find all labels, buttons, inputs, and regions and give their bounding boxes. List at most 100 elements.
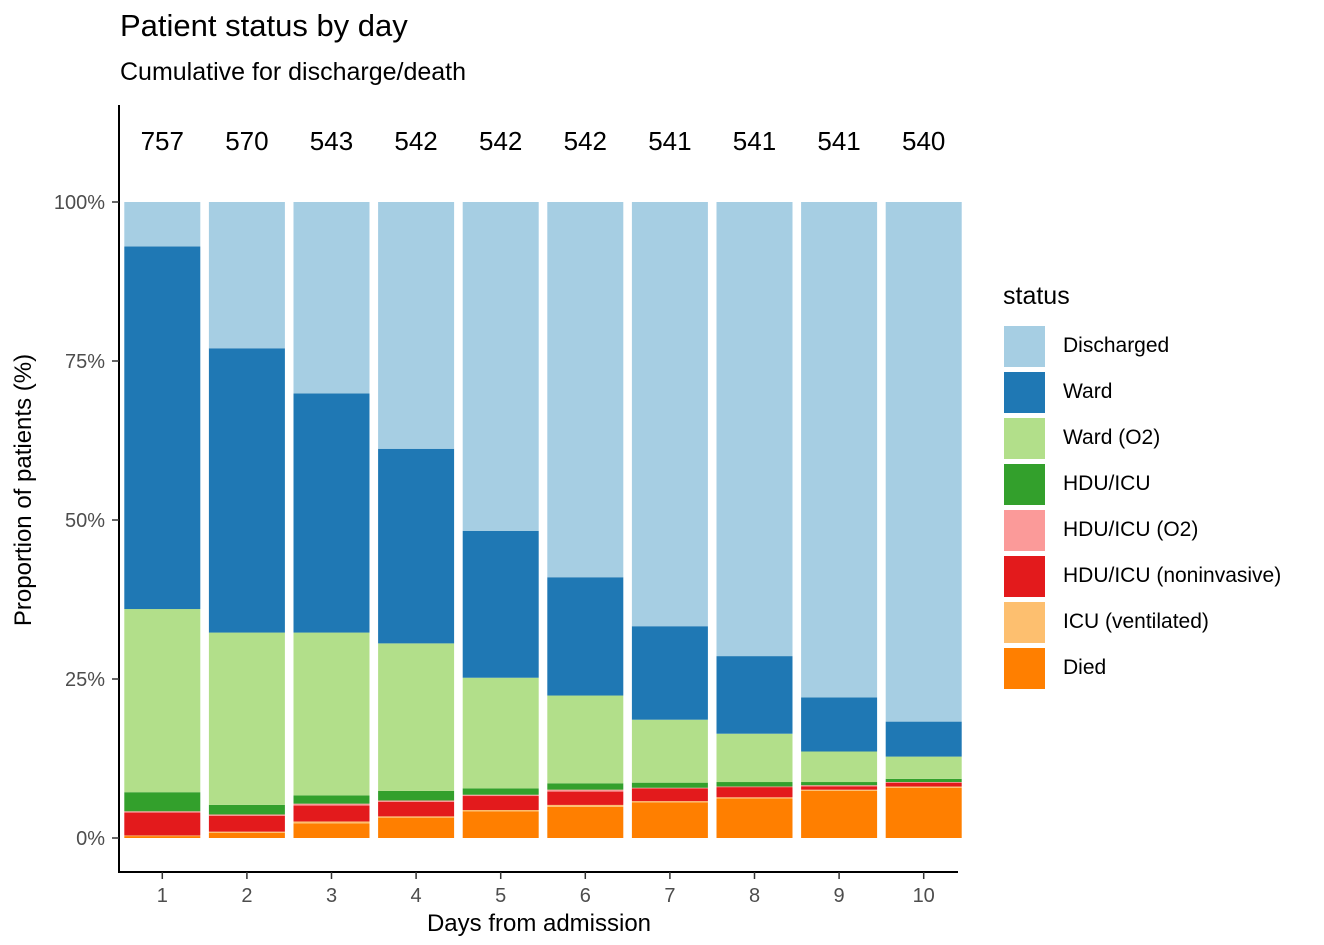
bar-segment-ward-day-9	[801, 697, 878, 752]
bar-segment-ward-day-5	[462, 530, 539, 678]
bar-segment-discharged-day-9	[801, 202, 878, 698]
bar-segment-icu-ventilated--day-4	[378, 816, 455, 818]
bar-segment-icu-ventilated--day-5	[462, 810, 539, 812]
bar-segment-ward-day-7	[631, 626, 708, 720]
x-tick-label: 5	[495, 885, 506, 907]
bar-segment-hdu-icu-noninvasive--day-5	[462, 796, 539, 811]
x-axis-title: Days from admission	[426, 910, 652, 937]
bar-segment-discharged-day-5	[462, 202, 539, 531]
legend-label: HDU/ICU (noninvasive)	[1063, 564, 1282, 587]
bar-segment-discharged-day-1	[124, 202, 201, 247]
bar-segment-hdu-icu-noninvasive--day-8	[716, 787, 793, 798]
bar-segment-discharged-day-8	[716, 202, 793, 657]
bar-segment-discharged-day-7	[631, 202, 708, 627]
bar-segment-ward-day-10	[885, 721, 962, 757]
count-label: 540	[902, 126, 945, 156]
y-tick-label: 50%	[65, 510, 105, 532]
count-label: 541	[648, 126, 691, 156]
bar-segment-hdu-icu-day-7	[631, 782, 708, 788]
legend-item: Ward (O2)	[1003, 415, 1281, 461]
bar-segment-hdu-icu-day-2	[208, 804, 285, 815]
x-tick-label: 3	[326, 885, 337, 907]
legend-key-swatch	[1003, 554, 1046, 598]
legend-key-swatch	[1003, 324, 1046, 368]
legend-label: ICU (ventilated)	[1063, 610, 1209, 633]
bar-segment-hdu-icu-o2--day-9	[801, 785, 878, 787]
bar-segment-ward-o2--day-3	[293, 632, 370, 796]
count-label: 542	[564, 126, 607, 156]
bar-segment-hdu-icu-day-5	[462, 788, 539, 795]
legend-label: Ward	[1063, 380, 1113, 403]
x-tick-label: 2	[241, 885, 252, 907]
bar-segment-died-day-10	[885, 787, 962, 838]
bar-segment-died-day-4	[378, 817, 455, 838]
bar-segment-ward-o2--day-4	[378, 643, 455, 791]
bar-segment-icu-ventilated--day-2	[208, 831, 285, 833]
bar-segment-ward-o2--day-1	[124, 609, 201, 793]
count-label: 542	[479, 126, 522, 156]
legend-label: Died	[1063, 656, 1107, 679]
y-tick-label: 100%	[54, 192, 105, 214]
bar-segment-icu-ventilated--day-3	[293, 821, 370, 824]
bar-segment-icu-ventilated--day-8	[716, 797, 793, 799]
legend-label: Discharged	[1063, 334, 1170, 357]
bar-segment-hdu-icu-o2--day-5	[462, 794, 539, 797]
bar-segment-died-day-7	[631, 802, 708, 838]
bar-segment-discharged-day-2	[208, 202, 285, 349]
count-label: 541	[817, 126, 860, 156]
bar-segment-hdu-icu-noninvasive--day-1	[124, 812, 201, 836]
bar-segment-discharged-day-6	[547, 202, 624, 578]
bar-segment-discharged-day-4	[378, 202, 455, 449]
bar-segment-hdu-icu-day-10	[885, 778, 962, 783]
bar-segment-died-day-8	[716, 798, 793, 838]
chart-subtitle: Cumulative for discharge/death	[120, 58, 467, 86]
bar-segment-ward-o2--day-6	[547, 695, 624, 784]
x-tick-label: 1	[157, 885, 168, 907]
bar-segment-hdu-icu-noninvasive--day-7	[631, 788, 708, 802]
bar-segment-hdu-icu-o2--day-4	[378, 800, 455, 802]
legend-key-swatch	[1003, 600, 1046, 644]
bar-segment-hdu-icu-noninvasive--day-6	[547, 791, 624, 805]
bars-layer	[124, 202, 962, 838]
bar-segment-hdu-icu-day-3	[293, 795, 370, 804]
bar-segment-ward-day-1	[124, 246, 201, 610]
y-tick-label: 25%	[65, 669, 105, 691]
bar-segment-hdu-icu-noninvasive--day-9	[801, 786, 878, 790]
bar-segment-discharged-day-3	[293, 202, 370, 394]
bar-segment-ward-o2--day-9	[801, 751, 878, 783]
legend-key-swatch	[1003, 508, 1046, 552]
bar-segment-hdu-icu-o2--day-7	[631, 787, 708, 789]
legend-item: Ward	[1003, 369, 1281, 415]
bar-segment-ward-o2--day-8	[716, 733, 793, 783]
legend-title: status	[1003, 282, 1070, 310]
legend-key-swatch	[1003, 646, 1046, 690]
bar-segment-discharged-day-10	[885, 202, 962, 722]
bar-segment-died-day-9	[801, 790, 878, 838]
legend-label: HDU/ICU (O2)	[1063, 518, 1199, 541]
x-tick-label: 7	[664, 885, 675, 907]
legend-label: HDU/ICU	[1063, 472, 1151, 495]
legend-key-swatch	[1003, 416, 1046, 460]
y-tick-label: 75%	[65, 351, 105, 373]
bar-segment-icu-ventilated--day-1	[124, 835, 201, 837]
bar-segment-hdu-icu-day-4	[378, 790, 455, 801]
count-label: 757	[141, 126, 184, 156]
x-tick-label: 8	[749, 885, 760, 907]
bar-segment-icu-ventilated--day-6	[547, 804, 624, 807]
bar-segment-ward-o2--day-7	[631, 719, 708, 783]
x-tick-label: 4	[411, 885, 422, 907]
x-tick-label: 9	[834, 885, 845, 907]
chart-title: Patient status by day	[120, 8, 408, 43]
bar-segment-hdu-icu-o2--day-2	[208, 814, 285, 816]
bar-segment-ward-day-8	[716, 656, 793, 734]
legend-label: Ward (O2)	[1063, 426, 1161, 449]
bar-segment-hdu-icu-day-8	[716, 782, 793, 787]
count-label: 570	[225, 126, 268, 156]
bar-segment-hdu-icu-noninvasive--day-3	[293, 805, 370, 822]
bar-segment-hdu-icu-o2--day-10	[885, 782, 962, 783]
y-axis-title: Proportion of patients (%)	[10, 353, 37, 627]
bar-segment-hdu-icu-day-6	[547, 783, 624, 790]
bar-segment-hdu-icu-noninvasive--day-4	[378, 801, 455, 817]
bar-segment-ward-day-2	[208, 348, 285, 633]
